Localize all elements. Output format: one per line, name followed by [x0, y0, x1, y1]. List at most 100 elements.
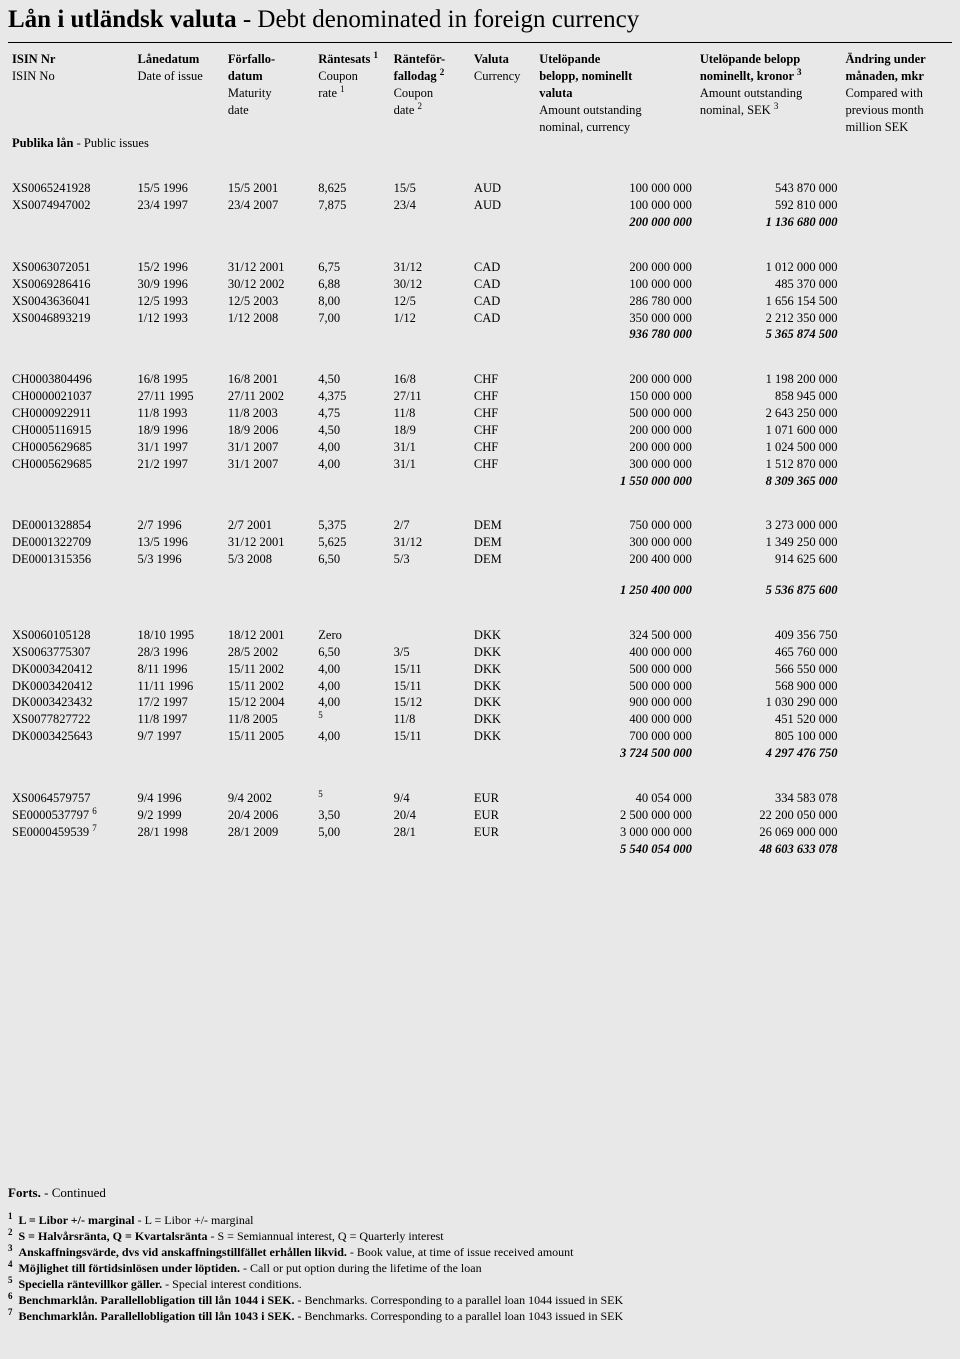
cell: XS0074947002: [8, 197, 134, 214]
cell: 3/5: [390, 644, 470, 661]
data-row: DK000342041211/11 199615/11 20024,0015/1…: [8, 678, 952, 695]
footnote: 3 Anskaffningsvärde, dvs vid anskaffning…: [8, 1245, 952, 1260]
data-row: XS004363604112/5 199312/5 20038,0012/5CA…: [8, 293, 952, 310]
data-row: XS006307205115/2 199631/12 20016,7531/12…: [8, 259, 952, 276]
spacer-row: [8, 599, 952, 627]
subheader: Publika lån - Public issues: [8, 135, 952, 152]
cell: [8, 745, 134, 762]
cell: [841, 728, 952, 745]
cell: 4,00: [314, 728, 389, 745]
spacer-row: [8, 231, 952, 259]
cell: 300 000 000: [535, 456, 696, 473]
cell: [224, 473, 314, 490]
cell: CAD: [470, 259, 535, 276]
cell: DEM: [470, 517, 535, 534]
cell: 200 000 000: [535, 422, 696, 439]
cell: 27/11: [390, 388, 470, 405]
cell: 2/7 2001: [224, 517, 314, 534]
footer: Forts. - Continued 1 L = Libor +/- margi…: [8, 1185, 952, 1324]
cell: [8, 582, 134, 599]
cell: CHF: [470, 456, 535, 473]
cell: [841, 711, 952, 728]
cell: [841, 644, 952, 661]
cell: 409 356 750: [696, 627, 842, 644]
cell: [841, 326, 952, 343]
cell: [8, 85, 134, 102]
cell: 21/2 1997: [134, 456, 224, 473]
cell: [8, 102, 134, 119]
cell: 15/11: [390, 661, 470, 678]
cell: [470, 745, 535, 762]
cell: 5/3: [390, 551, 470, 568]
cell: 8,00: [314, 293, 389, 310]
data-row: XS006010512818/10 199518/12 2001ZeroDKK3…: [8, 627, 952, 644]
spacer-row: [8, 343, 952, 371]
cell: [314, 582, 389, 599]
cell: datum: [224, 68, 314, 85]
cell: [134, 473, 224, 490]
cell: DKK: [470, 728, 535, 745]
cell: 48 603 633 078: [696, 841, 842, 858]
cell: 200 000 000: [535, 214, 696, 231]
cell: [841, 473, 952, 490]
cell: 3 000 000 000: [535, 824, 696, 841]
cell: 15/11 2002: [224, 678, 314, 695]
page-root: Lån i utländsk valuta - Debt denominated…: [0, 0, 960, 1333]
cell: [470, 841, 535, 858]
cell: EUR: [470, 807, 535, 824]
cell: [8, 841, 134, 858]
cell: 15/11: [390, 728, 470, 745]
cell: [470, 326, 535, 343]
cell: [841, 310, 952, 327]
cell: 1 030 290 000: [696, 694, 842, 711]
cell: CH0000021037: [8, 388, 134, 405]
cell: million SEK: [841, 119, 952, 136]
cell: Amount outstanding: [696, 85, 842, 102]
cell: XS0064579757: [8, 790, 134, 807]
cell: [841, 422, 952, 439]
cell: 30/12: [390, 276, 470, 293]
cell: 6,50: [314, 644, 389, 661]
header-row: Maturityrate 1CouponvalutaAmount outstan…: [8, 85, 952, 102]
cell: 568 900 000: [696, 678, 842, 695]
cell: [841, 807, 952, 824]
cell: 18/12 2001: [224, 627, 314, 644]
cell: 17/2 1997: [134, 694, 224, 711]
cell: DK0003423432: [8, 694, 134, 711]
cell: [8, 473, 134, 490]
cell: 5/3 1996: [134, 551, 224, 568]
cell: 31/12 2001: [224, 534, 314, 551]
cell: 31/12: [390, 259, 470, 276]
cell: 31/1 2007: [224, 456, 314, 473]
cell: [841, 841, 952, 858]
cell: 28/5 2002: [224, 644, 314, 661]
cell: Maturity: [224, 85, 314, 102]
cell: [134, 119, 224, 136]
cell: DKK: [470, 661, 535, 678]
cell: Utelöpande belopp: [696, 51, 842, 68]
cell: 150 000 000: [535, 388, 696, 405]
cell: 16/8 2001: [224, 371, 314, 388]
cell: 4,00: [314, 694, 389, 711]
cell: 31/12 2001: [224, 259, 314, 276]
cell: SE0000537797 6: [8, 807, 134, 824]
cell: [314, 473, 389, 490]
cell: Currency: [470, 68, 535, 85]
cell: [224, 841, 314, 858]
data-row: DK000342343217/2 199715/12 20044,0015/12…: [8, 694, 952, 711]
cell: 31/12: [390, 534, 470, 551]
cell: 4,50: [314, 371, 389, 388]
cell: 2 500 000 000: [535, 807, 696, 824]
cell: EUR: [470, 824, 535, 841]
cell: 4,00: [314, 439, 389, 456]
cell: [134, 102, 224, 119]
cell: 9/2 1999: [134, 807, 224, 824]
cell: 16/8: [390, 371, 470, 388]
cell: [8, 214, 134, 231]
cell: 18/9 1996: [134, 422, 224, 439]
cell: 5: [314, 790, 389, 807]
cell: DKK: [470, 678, 535, 695]
cell: 40 054 000: [535, 790, 696, 807]
cell: 1 024 500 000: [696, 439, 842, 456]
cell: [470, 119, 535, 136]
